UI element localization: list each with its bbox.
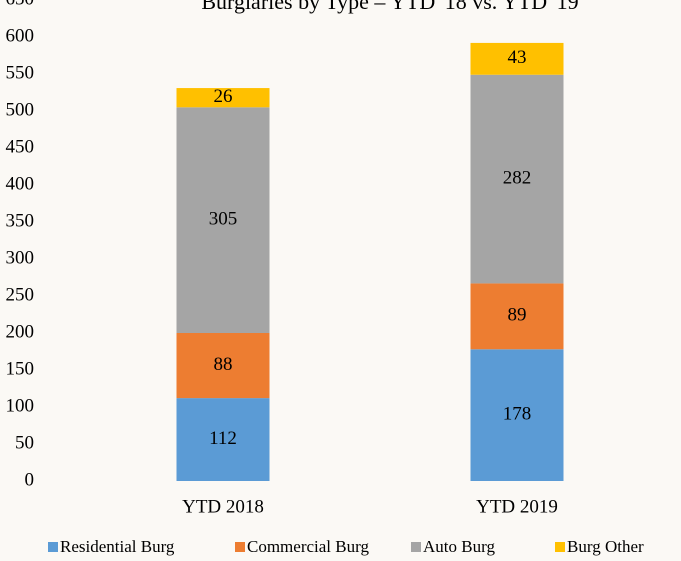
bar-segment	[470, 74, 564, 284]
y-tick-label: 500	[6, 99, 35, 120]
bar-segment	[470, 42, 564, 75]
data-label: 178	[503, 403, 532, 424]
data-label: 88	[214, 354, 233, 375]
y-tick-label: 350	[6, 210, 35, 231]
data-label: 43	[508, 47, 527, 68]
legend-label: Commercial Burg	[247, 537, 369, 556]
y-tick-label: 0	[25, 469, 35, 490]
bar-segment	[176, 333, 270, 399]
legend-label: Auto Burg	[423, 537, 495, 556]
data-label: 26	[214, 86, 233, 107]
legend-label: Residential Burg	[60, 537, 175, 556]
legend-swatch	[555, 542, 565, 552]
y-tick-label: 450	[6, 136, 35, 157]
y-tick-label: 550	[6, 62, 35, 83]
data-label: 112	[209, 428, 237, 449]
y-tick-label: 150	[6, 358, 35, 379]
y-tick-label: 650	[6, 0, 35, 9]
y-tick-label: 400	[6, 173, 35, 194]
legend-swatch	[235, 542, 245, 552]
y-tick-label: 100	[6, 395, 35, 416]
chart-title: Burglaries by Type – YTD '18 vs. YTD '19	[201, 0, 578, 14]
x-tick-label: YTD 2019	[476, 496, 558, 517]
y-tick-label: 200	[6, 321, 35, 342]
legend-label: Burg Other	[567, 537, 644, 556]
data-label: 305	[209, 209, 238, 230]
y-tick-label: 600	[6, 25, 35, 46]
x-tick-label: YTD 2018	[182, 496, 264, 517]
bar-segment	[176, 88, 270, 108]
bar-segment	[176, 107, 270, 333]
data-label: 282	[503, 167, 532, 188]
legend-swatch	[48, 542, 58, 552]
bar-segment	[176, 398, 270, 481]
bar-segment	[470, 349, 564, 481]
legend-swatch	[411, 542, 421, 552]
y-tick-label: 50	[15, 432, 34, 453]
y-tick-label: 250	[6, 284, 35, 305]
data-label: 89	[508, 305, 527, 326]
bar-segment	[470, 283, 564, 350]
y-tick-label: 300	[6, 247, 35, 268]
